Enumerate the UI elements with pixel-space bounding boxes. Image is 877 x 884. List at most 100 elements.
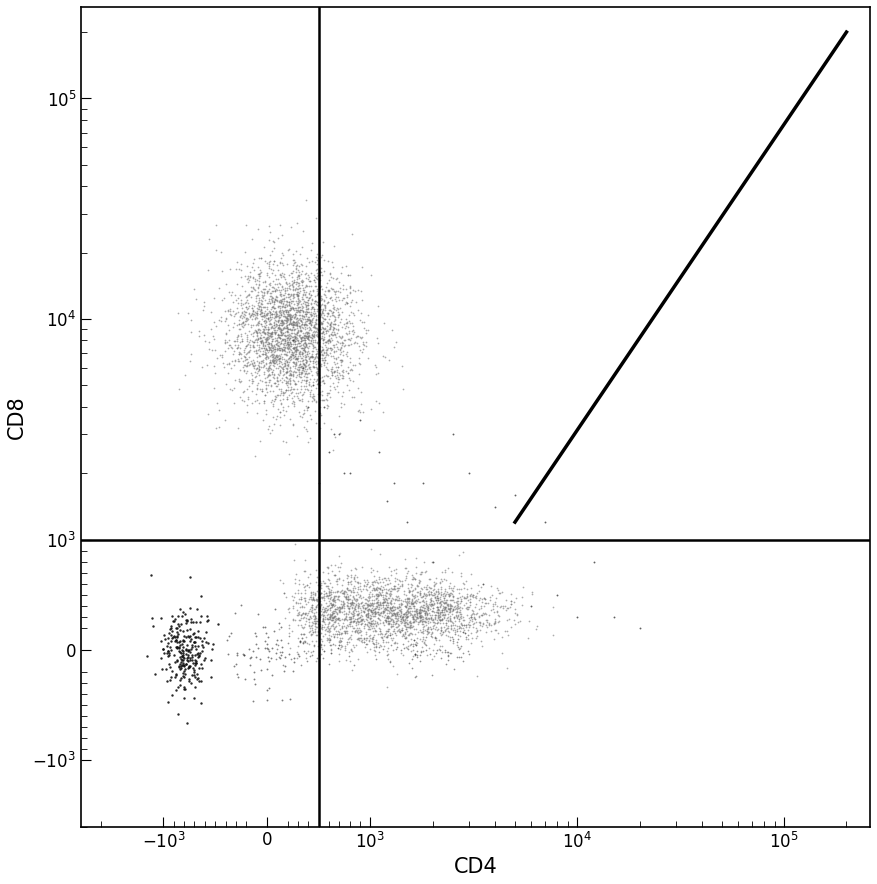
Point (272, 294, 286, 309)
Point (308, 587, 322, 601)
Point (280, 321, 294, 335)
Point (271, 299, 285, 313)
Point (255, 339, 269, 353)
Point (344, 643, 358, 657)
Point (248, 344, 262, 358)
Point (273, 348, 287, 362)
Point (176, 658, 190, 672)
Point (277, 303, 291, 317)
Point (246, 361, 260, 375)
Point (363, 628, 377, 642)
Point (378, 608, 392, 622)
Point (395, 606, 409, 620)
Point (397, 615, 411, 629)
Point (334, 601, 348, 615)
Point (329, 605, 343, 619)
Point (410, 606, 424, 620)
Point (257, 341, 271, 355)
Point (309, 600, 323, 614)
Point (367, 606, 381, 621)
Point (265, 367, 279, 381)
Point (273, 285, 287, 299)
Point (358, 631, 372, 645)
Point (254, 325, 268, 339)
Point (309, 620, 323, 634)
Point (421, 621, 435, 636)
Point (360, 637, 374, 652)
Point (381, 611, 395, 625)
Point (363, 611, 377, 625)
Point (324, 316, 339, 330)
Point (329, 371, 343, 385)
Point (448, 613, 462, 628)
Point (268, 652, 282, 666)
Point (427, 615, 441, 629)
Point (370, 596, 384, 610)
Point (369, 618, 383, 632)
Point (405, 568, 419, 582)
Point (456, 654, 470, 668)
Point (431, 610, 446, 624)
Point (321, 306, 335, 320)
Point (254, 354, 268, 368)
Point (422, 587, 436, 601)
Point (400, 609, 414, 623)
Point (232, 422, 246, 436)
Point (372, 396, 386, 410)
Point (287, 397, 301, 411)
Point (279, 297, 293, 311)
Point (247, 299, 261, 313)
Point (383, 601, 397, 615)
Point (332, 616, 346, 630)
Point (278, 301, 292, 315)
Point (257, 314, 271, 328)
Point (290, 287, 304, 301)
Point (410, 596, 424, 610)
Point (419, 593, 433, 607)
Point (299, 329, 313, 343)
Point (264, 327, 278, 341)
Point (374, 588, 388, 602)
Point (324, 611, 339, 625)
Point (331, 574, 345, 588)
Point (259, 275, 273, 289)
Point (409, 605, 423, 619)
Point (386, 619, 400, 633)
Point (317, 644, 331, 658)
Point (260, 362, 275, 376)
Point (269, 347, 283, 362)
Point (325, 255, 339, 269)
Point (413, 613, 427, 628)
Point (258, 371, 272, 385)
Point (333, 347, 347, 362)
Point (239, 314, 253, 328)
Point (239, 300, 253, 314)
Point (291, 288, 305, 302)
Point (344, 628, 358, 642)
Point (429, 593, 443, 607)
Point (416, 610, 430, 624)
Point (478, 596, 492, 610)
Point (379, 573, 393, 587)
Point (260, 350, 274, 364)
Point (404, 621, 418, 635)
Point (273, 324, 287, 338)
Point (169, 633, 183, 647)
Point (332, 560, 346, 574)
Point (381, 577, 395, 591)
Point (339, 606, 353, 620)
Point (298, 288, 312, 302)
Point (408, 627, 422, 641)
Point (284, 349, 298, 363)
Point (160, 649, 175, 663)
Point (283, 310, 297, 324)
Point (326, 301, 340, 316)
Point (291, 350, 305, 364)
Point (287, 314, 301, 328)
Point (252, 277, 266, 291)
Point (419, 589, 433, 603)
Point (417, 635, 431, 649)
Point (313, 406, 327, 420)
Point (413, 606, 427, 620)
Point (399, 611, 413, 625)
